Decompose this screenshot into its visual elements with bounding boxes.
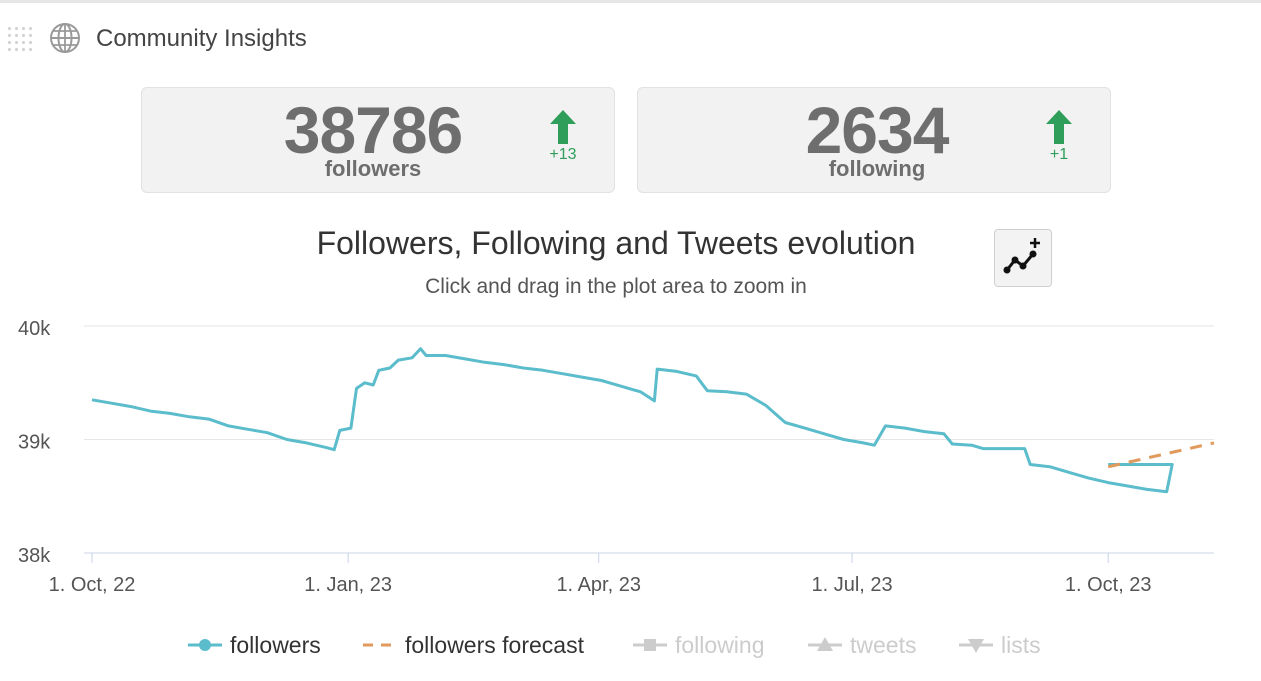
x-tick-label: 1. Jul, 23 <box>811 574 892 596</box>
legend-label: followers <box>230 631 321 658</box>
y-tick-label: 39k <box>18 432 51 454</box>
legend-label: followers forecast <box>405 631 584 658</box>
y-tick-label: 40k <box>18 318 51 340</box>
legend-label: following <box>675 631 765 658</box>
legend-marker <box>363 643 397 647</box>
series-followers-line <box>91 347 1174 494</box>
line-chart-icon <box>1003 238 1040 274</box>
following-stat-card: 2634 following +1 <box>637 87 1111 193</box>
panel-title: Community Insights <box>96 25 307 52</box>
x-tick-label: 1. Oct, 23 <box>1065 574 1152 596</box>
legend-item-followers-forecast[interactable]: followers forecast <box>363 627 584 663</box>
legend-item-tweets[interactable]: tweets <box>808 627 916 663</box>
arrow-up-icon <box>1046 110 1072 144</box>
x-tick-label: 1. Jan, 23 <box>304 574 392 596</box>
drag-handle-icon[interactable] <box>8 27 32 51</box>
series-followers-forecast-line <box>1107 441 1215 469</box>
following-delta: +1 <box>1049 146 1069 163</box>
legend-item-following[interactable]: following <box>633 627 765 663</box>
chart-title: Followers, Following and Tweets evolutio… <box>316 225 916 261</box>
following-count: 2634 <box>805 93 950 167</box>
chart-subtitle: Click and drag in the plot area to zoom … <box>425 275 807 298</box>
chart-legend: followers followers forecast following t… <box>0 627 1261 663</box>
legend-item-followers[interactable]: followers <box>188 627 321 663</box>
x-tick-label: 1. Apr, 23 <box>556 574 641 596</box>
chart-type-button[interactable] <box>994 229 1052 287</box>
followers-stat-card: 38786 followers +13 <box>141 87 615 193</box>
legend-label: tweets <box>850 631 917 658</box>
legend-marker <box>633 639 667 651</box>
y-tick-label: 38k <box>18 545 51 567</box>
legend-marker <box>959 639 993 653</box>
legend-marker <box>188 639 222 651</box>
followers-label: followers <box>324 156 422 181</box>
panel-header: Community Insights <box>0 17 600 59</box>
legend-item-lists[interactable]: lists <box>959 627 1041 663</box>
globe-icon <box>50 23 80 53</box>
x-tick-label: 1. Oct, 22 <box>49 574 136 596</box>
followers-delta: +13 <box>549 146 577 163</box>
arrow-up-icon <box>550 110 576 144</box>
followers-count: 38786 <box>283 93 464 167</box>
legend-label: lists <box>1001 631 1041 658</box>
chart-plot-area[interactable]: 40k 39k 38k 1. Oct, 22 1. Jan, 23 1. Apr, 23 1… <box>0 303 1261 603</box>
legend-marker <box>808 637 842 651</box>
following-label: following <box>828 156 926 181</box>
